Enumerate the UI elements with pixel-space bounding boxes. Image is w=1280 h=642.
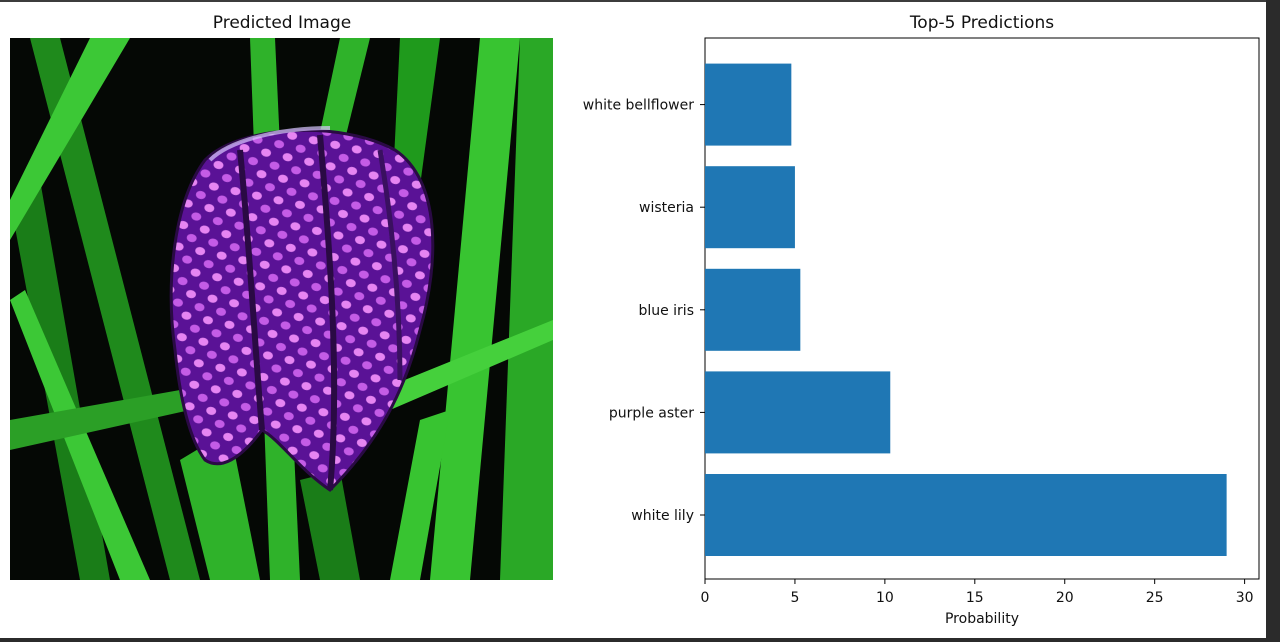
x-tick-label: 10 [876, 590, 894, 606]
x-axis-label: Probability [945, 611, 1019, 627]
predicted-image [10, 38, 553, 580]
x-tick-label: 20 [1056, 590, 1074, 606]
bar-white-lily [705, 474, 1227, 556]
window-edge-right [1266, 0, 1280, 642]
window-edge-bottom [0, 638, 1280, 642]
y-tick-label: white lily [631, 508, 694, 524]
bar-white-bellflower [705, 63, 792, 146]
y-tick-label: wisteria [639, 200, 694, 216]
x-tick-label: 15 [966, 590, 984, 606]
x-tick-label: 30 [1236, 590, 1254, 606]
y-tick-label: blue iris [638, 303, 694, 319]
y-tick-group: white lily purple aster blue iris wisteria w… [583, 98, 705, 524]
x-tick-label: 5 [790, 590, 799, 606]
bar-group [705, 63, 1227, 556]
bar-purple-aster [705, 371, 891, 454]
bar-wisteria [705, 166, 795, 249]
x-tick-label: 0 [701, 590, 710, 606]
bar-blue-iris [705, 268, 801, 351]
x-tick-group: 0 5 10 15 20 25 30 [701, 579, 1254, 606]
chart-title: Top-5 Predictions [909, 13, 1054, 33]
y-tick-label: white bellflower [583, 98, 694, 114]
x-tick-label: 25 [1146, 590, 1164, 606]
image-panel-title: Predicted Image [213, 13, 351, 33]
y-tick-label: purple aster [609, 405, 694, 421]
